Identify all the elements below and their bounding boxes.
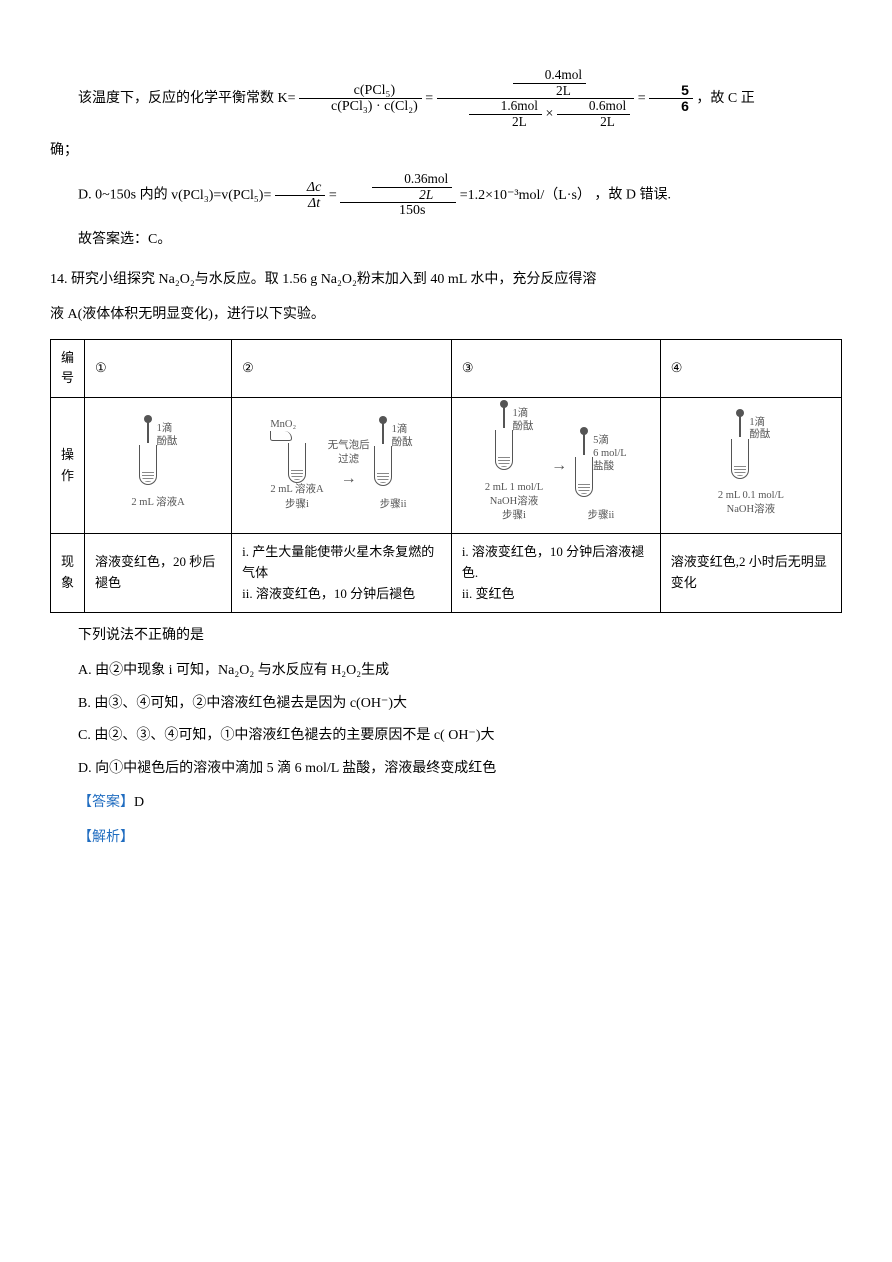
answer-value: D (134, 795, 144, 810)
k-numeric: 0.4mol 2L 1.6mol 2L × 0.6mol 2L (437, 68, 635, 130)
equilibrium-line1: 该温度下，反应的化学平衡常数 K= c(PCl₅) c(PCl₃) · c(Cl… (50, 68, 842, 130)
answer-label: 【答案】 (78, 795, 134, 810)
eq-sign-1: = (425, 91, 436, 106)
arrow-icon: → (551, 453, 567, 479)
q14-stem1: 14. 研究小组探究 Na₂O₂与水反应。取 1.56 g Na₂O₂粉末加入到… (50, 267, 842, 294)
d-conclusion: 故答案选：C。 (50, 227, 842, 254)
analysis-label: 【解析】 (50, 825, 842, 852)
obs-2: i. 产生大量能使带火星木条复燃的气体 ii. 溶液变红色，10 分钟后褪色 (232, 533, 452, 612)
table-row-obs: 现象 溶液变红色，20 秒后褪色 i. 产生大量能使带火星木条复燃的气体 ii.… (51, 533, 842, 612)
d-v-eq: v(PCl₃)=v(PCl₅)= (171, 188, 275, 203)
obs-3: i. 溶液变红色，10 分钟后溶液褪色. ii. 变红色 (451, 533, 660, 612)
experiment-table: 编号 ① ② ③ ④ 操作 1滴 酚酞 2 mL 溶液A MnO₂ (50, 339, 842, 614)
partD-line: D. 0~150s 内的 v(PCl₃)=v(PCl₅)= Δc Δt = 0.… (50, 172, 842, 219)
tube-icon (374, 446, 392, 486)
k-formula: c(PCl₅) c(PCl₃) · c(Cl₂) (299, 83, 422, 115)
tube-icon (288, 443, 306, 483)
op-2: MnO₂ 2 mL 溶液A 步骤i 无气泡后 过滤 → (232, 398, 452, 534)
table-row-header: 编号 ① ② ③ ④ (51, 339, 842, 398)
obs-1: 溶液变红色，20 秒后褪色 (85, 533, 232, 612)
eq-prefix: 该温度下，反应的化学平衡常数 (78, 91, 274, 106)
option-d: D. 向①中褪色后的溶液中滴加 5 滴 6 mol/L 盐酸，溶液最终变成红色 (78, 756, 842, 783)
col-2: ② (232, 339, 452, 398)
header-op: 操作 (51, 398, 85, 534)
d-result: =1.2×10⁻³mol/（L·s） (460, 188, 591, 203)
k-label: K= (278, 91, 296, 106)
tube-icon (139, 421, 157, 485)
header-id: 编号 (51, 339, 85, 398)
d-dcdt: Δc Δt (275, 180, 325, 212)
option-b: B. 由③、④可知，②中溶液红色褪去是因为 c(OH⁻)大 (78, 691, 842, 718)
d-prefix: D. 0~150s 内的 (78, 188, 171, 203)
table-row-op: 操作 1滴 酚酞 2 mL 溶液A MnO₂ 2 mL 溶液A 步骤i (51, 398, 842, 534)
obs-4: 溶液变红色,2 小时后无明显变化 (660, 533, 841, 612)
d-mid: 0.36mol 2L 150s (340, 172, 456, 219)
op-3: 1滴 酚酞 2 mL 1 mol/L NaOH溶液 步骤i → 5滴 6 mol… (451, 398, 660, 534)
tube-icon (731, 415, 749, 479)
equilibrium-line2: 确； (50, 138, 842, 165)
k-result: 5 6 (649, 83, 693, 115)
d-suffix: ，故 D 错误. (594, 188, 671, 203)
answer-line: 【答案】D (50, 790, 842, 817)
header-obs: 现象 (51, 533, 85, 612)
tube-icon (495, 430, 513, 470)
option-a: A. 由②中现象 i 可知，Na₂O₂ 与水反应有 H₂O₂生成 (78, 658, 842, 685)
eq-suffix: ，故 C 正 (696, 91, 754, 106)
eq-sign-2: = (638, 91, 649, 106)
q14-stem2: 液 A(液体体积无明显变化)，进行以下实验。 (50, 302, 842, 329)
col-3: ③ (451, 339, 660, 398)
arrow-icon: → (341, 466, 357, 492)
op-4: 1滴 酚酞 2 mL 0.1 mol/L NaOH溶液 (660, 398, 841, 534)
op-1: 1滴 酚酞 2 mL 溶液A (85, 398, 232, 534)
col-1: ① (85, 339, 232, 398)
option-c: C. 由②、③、④可知，①中溶液红色褪去的主要原因不是 c( OH⁻)大 (78, 723, 842, 750)
q14-prompt: 下列说法不正确的是 (50, 623, 842, 650)
tube-icon (575, 457, 593, 497)
col-4: ④ (660, 339, 841, 398)
